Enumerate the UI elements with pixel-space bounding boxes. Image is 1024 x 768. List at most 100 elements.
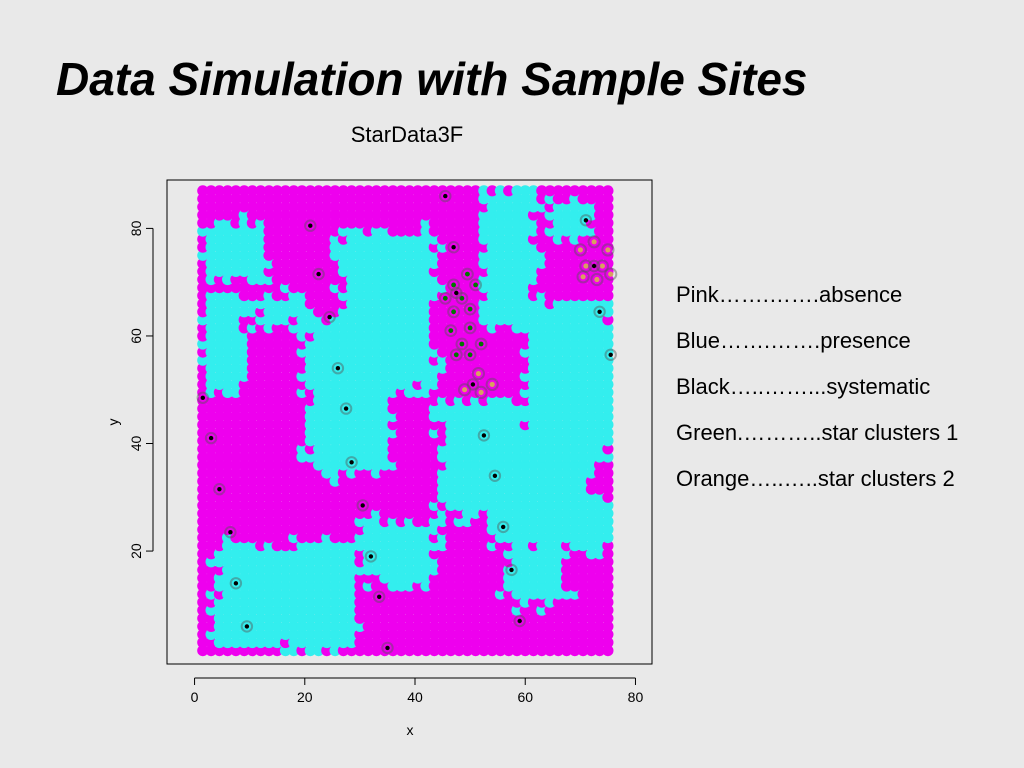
presence-point	[304, 314, 316, 326]
presence-point	[387, 564, 399, 576]
absence-point	[585, 265, 598, 277]
presence-point	[222, 564, 234, 576]
absence-point	[461, 233, 473, 245]
absence-point	[279, 193, 292, 205]
absence-point	[255, 427, 267, 439]
star-cluster-2-point-ring	[587, 235, 601, 249]
presence-point	[519, 290, 531, 302]
presence-point	[337, 636, 349, 649]
absence-point	[313, 225, 325, 237]
absence-point	[279, 378, 292, 390]
absence-point	[238, 532, 250, 544]
presence-point	[230, 580, 242, 592]
presence-point	[602, 507, 614, 519]
absence-point	[569, 241, 581, 253]
absence-point	[585, 628, 598, 641]
presence-point	[222, 612, 234, 624]
presence-point	[395, 282, 407, 294]
absence-point	[321, 225, 333, 237]
presence-point	[461, 427, 473, 439]
absence-point	[370, 620, 382, 633]
absence-point	[445, 580, 457, 592]
presence-point	[346, 290, 358, 302]
absence-point	[453, 628, 465, 641]
presence-point	[519, 249, 531, 261]
absence-point	[602, 225, 614, 237]
presence-point	[544, 225, 556, 237]
presence-point	[238, 362, 250, 374]
presence-point	[313, 378, 325, 390]
presence-point	[379, 241, 391, 253]
systematic-point-ring	[604, 348, 617, 361]
absence-point	[255, 354, 267, 366]
presence-point	[552, 459, 564, 471]
absence-point	[370, 596, 382, 608]
absence-point	[602, 314, 614, 326]
absence-point	[428, 193, 440, 205]
absence-point	[379, 612, 391, 624]
presence-point	[478, 217, 490, 229]
presence-point	[602, 362, 614, 374]
presence-point	[544, 346, 556, 358]
absence-point	[271, 499, 283, 511]
presence-point	[420, 282, 432, 294]
presence-point	[527, 580, 540, 592]
absence-point	[230, 451, 242, 463]
absence-point	[197, 411, 209, 423]
absence-point	[230, 411, 242, 423]
absence-point	[395, 596, 407, 608]
presence-point	[536, 378, 548, 390]
presence-point	[511, 403, 523, 415]
absence-point	[602, 540, 614, 552]
presence-point	[527, 548, 540, 560]
absence-point	[263, 515, 275, 528]
presence-point	[561, 217, 573, 229]
presence-point	[552, 338, 564, 350]
absence-point	[222, 185, 234, 197]
presence-point	[577, 298, 589, 310]
absence-point	[453, 185, 465, 197]
presence-point	[395, 290, 407, 302]
presence-point	[412, 362, 424, 374]
absence-point	[230, 394, 242, 407]
presence-point	[213, 330, 225, 342]
presence-point	[230, 322, 242, 334]
absence-point	[486, 548, 498, 560]
presence-point	[412, 556, 424, 568]
absence-point	[585, 483, 598, 495]
absence-point	[470, 306, 482, 318]
absence-point	[428, 588, 440, 600]
star-cluster-1-point	[459, 295, 465, 301]
absence-point	[337, 491, 349, 503]
presence-point	[321, 596, 333, 608]
absence-point	[478, 645, 490, 657]
absence-point	[569, 572, 581, 584]
presence-point	[403, 265, 416, 277]
presence-point	[536, 515, 548, 528]
absence-point	[602, 249, 614, 261]
presence-point	[527, 435, 540, 447]
absence-point	[304, 330, 316, 342]
absence-point	[263, 475, 275, 487]
absence-point	[445, 386, 457, 398]
absence-point	[602, 628, 614, 641]
absence-point	[197, 540, 209, 552]
presence-point	[511, 257, 523, 269]
absence-point	[255, 346, 267, 358]
absence-point	[536, 193, 548, 205]
presence-point	[387, 257, 399, 269]
star-cluster-1-point-ring	[438, 291, 452, 305]
absence-point	[403, 209, 416, 221]
presence-point	[527, 370, 540, 382]
absence-point	[354, 636, 366, 649]
presence-point	[205, 330, 217, 342]
absence-point	[594, 459, 606, 471]
presence-point	[470, 459, 482, 471]
presence-point	[494, 475, 506, 487]
presence-point	[602, 370, 614, 382]
absence-point	[288, 443, 300, 455]
presence-point	[395, 572, 407, 584]
presence-point	[594, 491, 606, 503]
presence-point	[370, 354, 382, 366]
presence-point	[552, 233, 564, 245]
